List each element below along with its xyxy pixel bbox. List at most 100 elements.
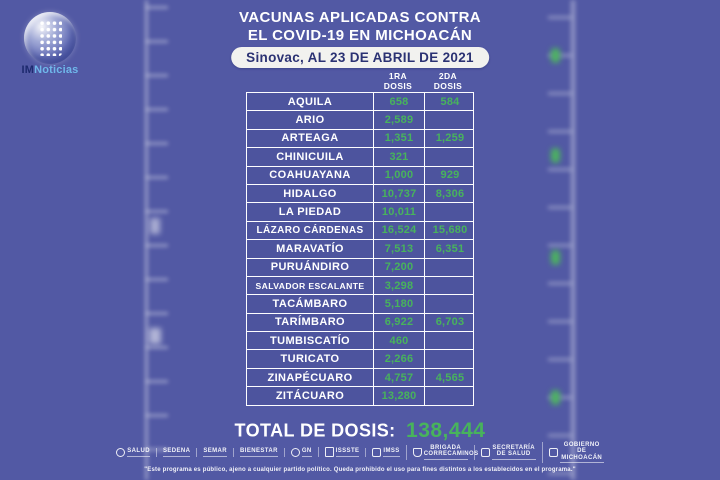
table-row: PURUÁNDIRO 7,200 [247, 258, 475, 277]
dose2-value: 8,306 [435, 187, 465, 200]
municipality-name: AQUILA [247, 93, 374, 111]
institution-logo: BIENESTAR [233, 448, 284, 457]
dose1-value: 7,200 [374, 258, 425, 276]
table-row: TARÍMBARO 6,922 6,703 [247, 313, 473, 333]
institution-logo-label: SEDENA [162, 448, 191, 457]
municipality-name: TURICATO [247, 350, 374, 368]
emblem-icon [548, 447, 558, 457]
municipality-name: CHINICUILA [247, 148, 374, 166]
background-blur-strip-left [145, 0, 148, 480]
table-row: ZINAPÉCUARO 4,757 4,565 [247, 368, 473, 388]
dose1-value: 658 [374, 93, 425, 111]
dose1-value: 2,589 [374, 111, 425, 129]
dose2-value: 1,259 [435, 132, 465, 145]
table-row: ARIO 2,589 [247, 111, 473, 130]
background-blur-strip-right [571, 0, 575, 480]
background-white-smudge [149, 328, 161, 344]
dose1-value: 321 [374, 148, 425, 166]
table-row: TUMBISCATÍO 460 [247, 332, 475, 351]
table-row: CHINICUILA 321 [247, 148, 473, 167]
institution-logo: GN [283, 447, 318, 457]
dose2-value [425, 332, 475, 349]
background-white-smudge [150, 218, 160, 234]
page-title: VACUNAS APLICADAS CONTRA EL COVID-19 EN … [170, 9, 550, 45]
table-row: TURICATO 2,266 [247, 350, 475, 369]
dose2-value: 6,703 [435, 316, 465, 329]
dose2-value: 15,680 [432, 224, 468, 237]
table-row: AQUILA 658 584 [247, 93, 473, 112]
dose1-value: 2,266 [374, 350, 425, 368]
bubble-sphere-icon [24, 12, 76, 64]
column-header-dose1: 1RA DOSIS [383, 71, 413, 91]
dose1-value: 460 [374, 332, 425, 350]
background-blur-rungs-right [548, 16, 572, 480]
dose2-value: 4,565 [435, 371, 465, 384]
institution-logo-label: ISSSTE [335, 448, 360, 457]
municipality-name: PURUÁNDIRO [247, 258, 374, 276]
municipality-name: ZITÁCUARO [247, 387, 374, 405]
institution-logo: SEDENA [155, 448, 196, 457]
table-column-headers: 1RA DOSIS 2DA DOSIS [247, 71, 473, 91]
dose1-value: 6,922 [374, 313, 425, 332]
column-header-spacer [247, 72, 373, 91]
municipality-name: LÁZARO CÁRDENAS [247, 221, 374, 240]
column-header-dose2: 2DA DOSIS [433, 71, 463, 91]
infographic-content: VACUNAS APLICADAS CONTRA EL COVID-19 EN … [170, 0, 550, 480]
dose2-value [425, 387, 475, 404]
institution-logo-row: SALUD SEDENA SEMAR BIENESTAR GN ISSSTE IMSS BRI… [0, 441, 720, 463]
dose2-value [425, 295, 475, 312]
title-line1-regular: VACUNAS APLICADAS [238, 9, 415, 26]
footer: SALUD SEDENA SEMAR BIENESTAR GN ISSSTE IMSS BRI… [0, 441, 720, 473]
dose1-value: 3,298 [374, 276, 425, 295]
institution-logo-label: Secretaría de Salud [491, 445, 536, 460]
institution-logo: ISSSTE [317, 447, 366, 458]
emblem-icon [480, 447, 490, 457]
municipality-name: SALVADOR ESCALANTE [247, 276, 374, 295]
title-line2: EL COVID-19 EN MICHOACÁN [247, 27, 473, 44]
circle-icon [290, 447, 300, 457]
institution-logo-label: SALUD [127, 448, 150, 457]
institution-logo-label: SEMAR [203, 448, 228, 457]
emblem-icon [372, 447, 382, 457]
dose1-value: 7,513 [374, 240, 425, 258]
total-doses-line: TOTAL DE DOSIS: 138,444 [170, 419, 550, 443]
table-row: SALVADOR ESCALANTE 3,298 [247, 276, 473, 296]
dose1-value: 13,280 [374, 387, 425, 405]
dose2-value [425, 259, 475, 276]
dose1-value: 10,737 [374, 184, 425, 203]
table-row: ARTEAGA 1,351 1,259 [247, 129, 473, 149]
dose1-value: 1,351 [374, 129, 425, 148]
table-row: HIDALGO 10,737 8,306 [247, 184, 473, 204]
dose1-value: 10,011 [374, 203, 425, 221]
municipality-name: TUMBISCATÍO [247, 332, 374, 350]
program-disclaimer: "Este programa es público, ajeno a cualq… [144, 467, 576, 473]
logo-text-im: IM [21, 64, 35, 76]
institution-logo: SALUD [110, 447, 156, 457]
dose2-value: 6,351 [435, 242, 465, 255]
background-blur-rungs-left [146, 6, 168, 480]
institution-logo-label: BIENESTAR [240, 448, 278, 457]
municipality-name: ZINAPÉCUARO [247, 368, 374, 387]
dose2-value [425, 350, 475, 367]
table-row: ZITÁCUARO 13,280 [247, 387, 475, 405]
municipality-name: COAHUAYANA [247, 166, 374, 184]
imnoticias-wordmark: IMNoticias [13, 65, 87, 76]
total-value: 138,444 [406, 419, 486, 442]
background-green-smudge [551, 148, 560, 163]
table-row: COAHUAYANA 1,000 929 [247, 166, 473, 185]
shield-icon [412, 447, 422, 457]
title-line1-heavy: CONTRA [414, 9, 482, 26]
municipality-name: ARTEAGA [247, 129, 374, 148]
dot-matrix-icon [39, 20, 62, 56]
stack-icon [324, 447, 334, 458]
vaccine-table: AQUILA 658 584 ARIO 2,589 ARTEAGA 1,351 1,259 CH… [246, 92, 474, 406]
institution-logo-label: GN [301, 448, 312, 457]
dose1-value: 4,757 [374, 368, 425, 387]
municipality-name: MARAVATÍO [247, 240, 374, 258]
dose1-value: 5,180 [374, 295, 425, 313]
municipality-name: TACÁMBARO [247, 295, 374, 313]
municipality-name: HIDALGO [247, 184, 374, 203]
vaccine-table-body: AQUILA 658 584 ARIO 2,589 ARTEAGA 1,351 1,259 CH… [247, 93, 473, 405]
institution-logo-label: IMSS [383, 448, 400, 457]
